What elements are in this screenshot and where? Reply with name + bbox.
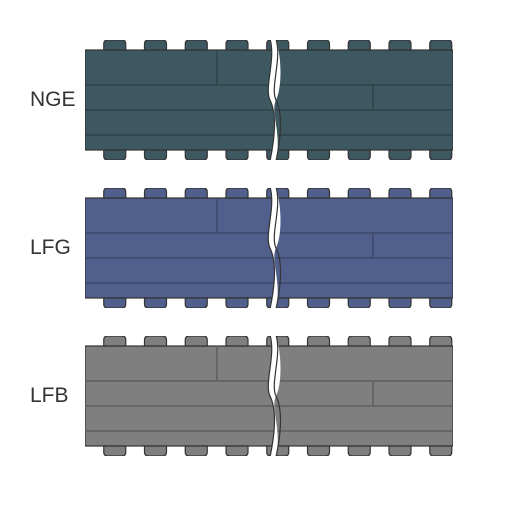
belt-graphic [85,336,453,456]
belt-label: LFG [30,236,85,260]
belt-row-lfb: LFB [30,336,482,456]
belt-row-nge: NGE [30,40,482,160]
belt-graphic [85,40,453,160]
belt-graphic [85,188,453,308]
belt-label: NGE [30,88,85,112]
belt-row-lfg: LFG [30,188,482,308]
belt-label: LFB [30,384,85,408]
